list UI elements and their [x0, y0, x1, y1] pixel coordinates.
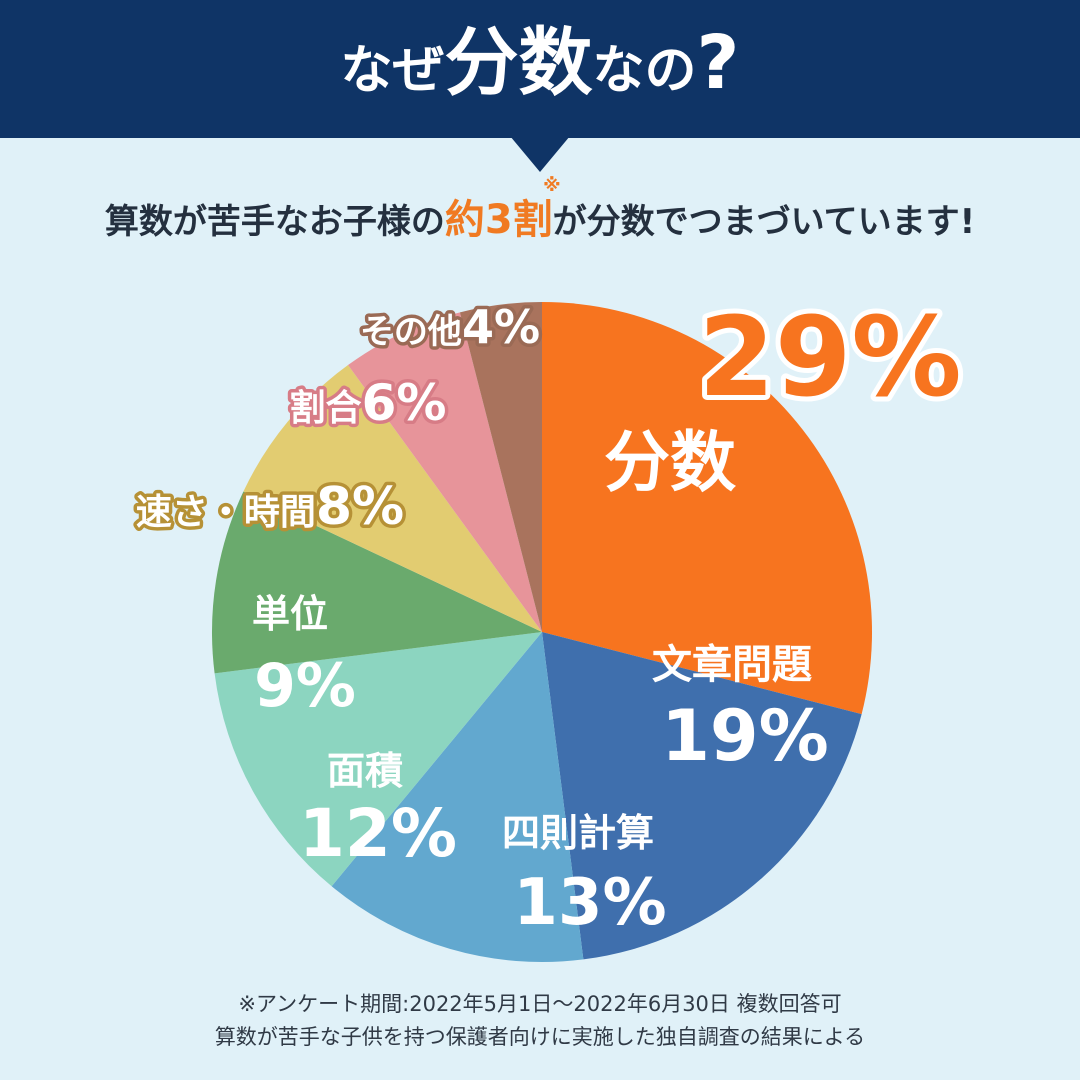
page-title: なぜ分数なの? [0, 26, 1080, 100]
slice-label-other: その他4% [360, 300, 540, 354]
footnote-line-1: ※アンケート期間:2022年5月1日〜2022年6月30日 複数回答可 [238, 992, 842, 1016]
header-banner-pointer [510, 136, 570, 172]
slice-percent-area: 12% [299, 795, 457, 872]
pie-slice-arithmetic [331, 632, 584, 962]
slice-name-units: 単位 [252, 592, 328, 636]
pie-slice-speed-time [243, 365, 542, 632]
slice-percent-fractions: 29% [698, 293, 961, 421]
slice-name-word-problems: 文章問題 [652, 642, 812, 688]
pie-slice-area [214, 632, 542, 887]
subtitle-suffix: が分数でつまづいています! [552, 202, 976, 242]
subtitle-prefix: 算数が苦手なお子様の [104, 202, 445, 242]
title-part-2: 分数 [444, 20, 593, 106]
slice-label-speed-time: 速さ・時間8% [136, 477, 404, 537]
footnote-line-2: 算数が苦手な子供を持つ保護者向けに実施した独自調査の結果による [214, 1024, 866, 1049]
slice-percent-word-problems: 19% [661, 695, 829, 777]
pie-slice-fractions [542, 302, 872, 715]
pie-slice-other [459, 302, 542, 632]
slice-percent-units: 9% [254, 651, 356, 721]
subtitle-footnote-mark: ※ [543, 175, 561, 196]
slice-percent-arithmetic: 13% [513, 866, 666, 940]
slice-name-arithmetic: 四則計算 [502, 811, 654, 855]
pie-slice-ratio [348, 312, 542, 632]
title-part-4: ? [696, 20, 740, 106]
slice-name-area: 面積 [327, 749, 403, 793]
footnote: ※アンケート期間:2022年5月1日〜2022年6月30日 複数回答可 算数が苦… [0, 988, 1080, 1053]
pie-slice-units [211, 491, 542, 674]
pie-slice-word-problems [542, 632, 862, 960]
title-part-1: なぜ [340, 41, 445, 101]
slice-label-ratio: 割合6% [290, 374, 447, 432]
title-part-3: なの [592, 41, 697, 101]
slice-name-fractions: 分数 [604, 424, 736, 501]
subtitle-highlight-text: 約3割 [444, 197, 553, 243]
subtitle: 算数が苦手なお子様の約3割 ※ が分数でつまづいています! [0, 175, 1080, 244]
header-banner [0, 0, 1080, 138]
subtitle-highlight: 約3割 ※ [444, 175, 561, 243]
